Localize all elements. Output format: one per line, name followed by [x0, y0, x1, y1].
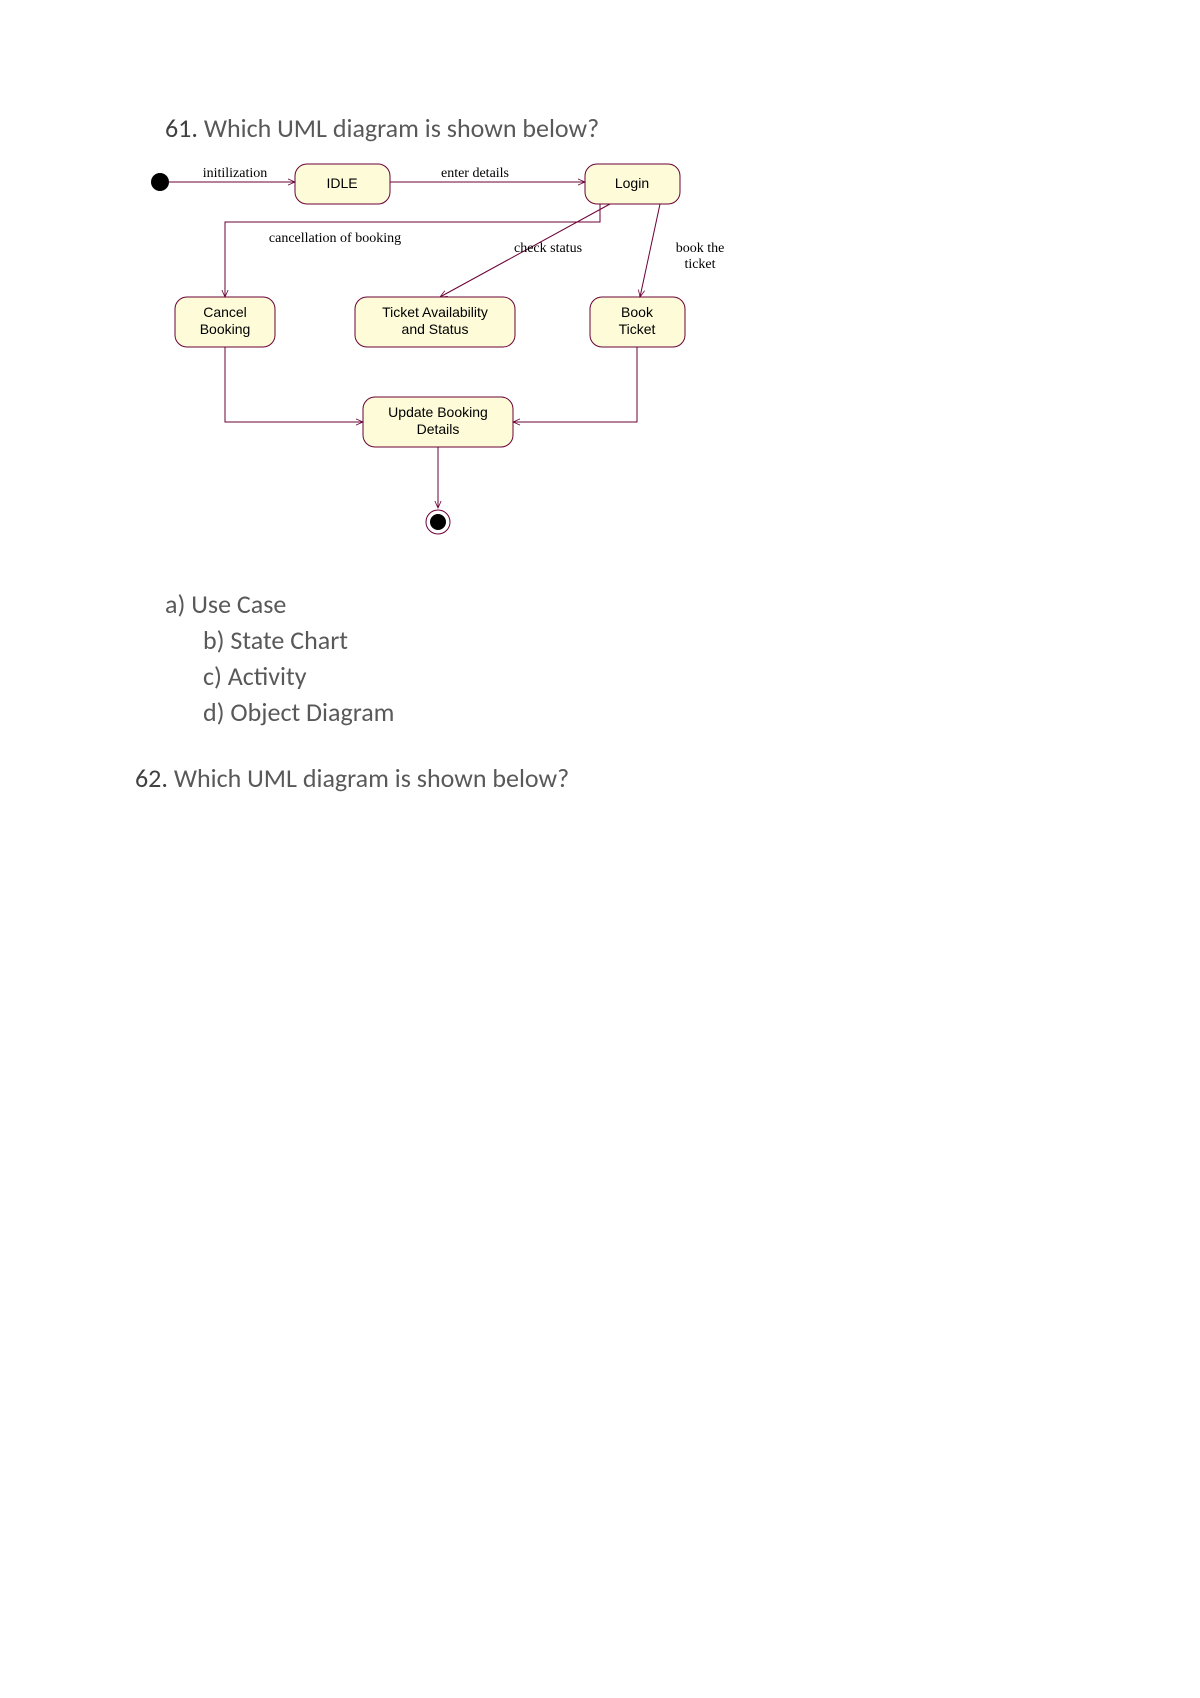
state-idle-label: IDLE [326, 175, 357, 191]
question-text: Which UML diagram is shown below? [204, 112, 599, 144]
state-availability-label-1: Ticket Availability [382, 304, 488, 320]
edge-book-update [513, 347, 637, 422]
options-list: a) Use Case b) State Chart c) Activity d… [165, 588, 1065, 728]
option-c: c) Activity [203, 660, 1065, 692]
edge-label-cancellation: cancellation of booking [269, 231, 401, 246]
state-book-label-1: Book [621, 304, 654, 320]
question-text: Which UML diagram is shown below? [174, 762, 569, 794]
option-b: b) State Chart [203, 624, 1065, 656]
option-d: d) Object Diagram [203, 696, 1065, 728]
final-state-dot-icon [430, 514, 446, 530]
state-update-label-1: Update Booking [388, 404, 488, 420]
page-content: 61. Which UML diagram is shown below? ID… [165, 112, 1065, 820]
state-login-label: Login [615, 175, 649, 191]
edge-cancel-update [225, 347, 363, 422]
uml-diagram: IDLE Login Cancel Booking Ticket Availab… [140, 152, 760, 582]
edge-login-book [640, 204, 660, 297]
state-update-label-2: Details [417, 421, 460, 437]
edge-label-ticket: ticket [684, 257, 715, 272]
state-book-label-2: Ticket [619, 321, 656, 337]
edge-label-check-status: check status [514, 241, 582, 256]
question-number: 61. [165, 112, 198, 144]
initial-state-icon [151, 173, 169, 191]
state-availability-label-2: and Status [402, 321, 469, 337]
state-cancel-label-1: Cancel [203, 304, 247, 320]
option-a: a) Use Case [165, 588, 1065, 620]
question-61: 61. Which UML diagram is shown below? [165, 112, 1065, 144]
edge-label-enter-details: enter details [441, 166, 509, 181]
diagram-svg: IDLE Login Cancel Booking Ticket Availab… [140, 152, 760, 582]
state-cancel-label-2: Booking [200, 321, 251, 337]
question-number: 62. [135, 762, 168, 794]
edge-label-initilization: initilization [203, 166, 268, 181]
edge-label-book-the: book the [676, 241, 725, 256]
question-62: 62. Which UML diagram is shown below? [135, 762, 1065, 794]
